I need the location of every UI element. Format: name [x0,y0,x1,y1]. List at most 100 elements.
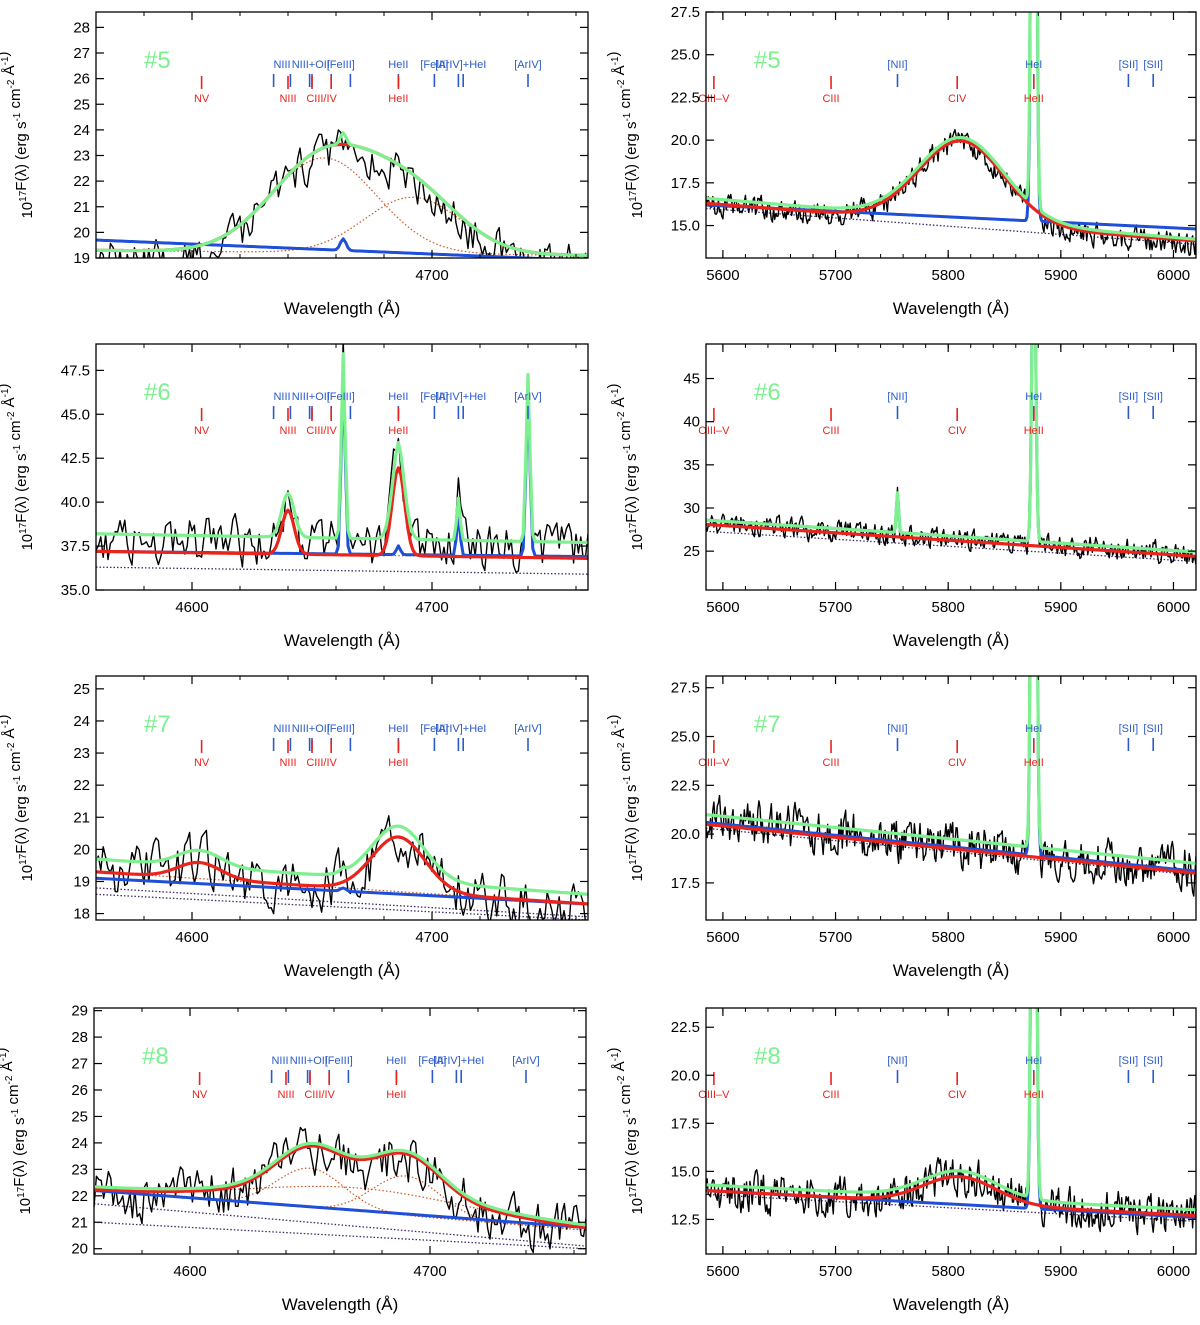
red-line-marker-label: CIII [822,1089,839,1101]
plot-area [96,815,588,920]
x-tick-label: 4600 [175,929,208,946]
plot-frame [95,343,589,591]
red-line-marker-label: HeII [388,93,408,105]
x-tick-label: 4600 [175,267,208,284]
y-tick-label: 22.5 [671,777,700,794]
y-tick-label: 45 [683,371,700,388]
y-tick-label: 19 [73,873,90,890]
y-axis-label: 1017F(λ) (erg s-1 cm-2 Å-1) [0,51,36,218]
x-tick-label: 5600 [706,929,739,946]
x-tick-label: 5800 [931,267,964,284]
spectrum-panel: [NII] HeI [SII] [SII] OIII–V CIII CIV HeII #6 560… [605,343,1197,650]
total-fit-line [96,131,588,257]
blue-line-marker-label: [FeIII] [327,391,355,403]
blue-line-marker-label: [ArIV] [514,723,542,735]
spectrum-panel: NIII NIII+OII[FeIII] HeII [FeIII][ArIV]+HeI… [0,343,589,650]
plot-frame [95,675,589,921]
y-tick-label: 27 [71,1056,88,1073]
x-tick-label: 5600 [706,599,739,616]
y-tick-label: 28 [73,19,90,36]
blue-line-marker-label: NIII [271,1055,288,1067]
blue-line-marker-label: HeII [388,723,408,735]
red-line-marker-label: CIII [822,425,839,437]
red-line-marker-label: OIII–V [698,93,730,105]
y-tick-label: 35.0 [61,582,90,599]
x-tick-label: 5900 [1044,929,1077,946]
y-tick-label: 15.0 [671,218,700,235]
y-axis-label: 1017F(λ) (erg s-1 cm-2 Å-1) [605,1047,646,1214]
blue-line-marker-label: [SII] [1143,59,1163,71]
nebular-fit-line [96,237,563,258]
y-tick-label: 21 [73,199,90,216]
plot-area [96,344,588,575]
x-tick-label: 4600 [173,1263,206,1280]
plot-frame [705,11,1197,259]
continuum-dotted-line [96,893,588,920]
nebular-fit-line [706,676,1196,873]
x-tick-label: 5600 [706,267,739,284]
wr-fit-line [96,466,588,560]
y-tick-label: 20.0 [671,826,700,843]
nebular-fit-line [94,1189,586,1230]
continuum-dotted-line [96,887,588,918]
spectrum-panel: NIII NIII+OII[FeIII] HeII [FeIII][ArIV]+HeI… [0,1003,587,1314]
blue-line-marker-label: NIII+OII [292,59,330,71]
y-tick-label: 29 [71,1003,88,1020]
blue-line-marker-label: [FeIII] [420,59,448,71]
x-tick-label: 5900 [1044,267,1077,284]
y-tick-label: 22.5 [671,1019,700,1036]
y-tick-label: 40 [683,414,700,431]
plot-area [96,129,588,258]
wr-fit-line [706,139,1196,243]
y-tick-label: 25 [71,1108,88,1125]
nebular-fit-line [706,344,1196,554]
x-axis-label: Wavelength (Å) [284,631,401,650]
y-tick-label: 23 [71,1161,88,1178]
blue-line-marker-label: [NII] [887,391,907,403]
y-axis-label: 1017F(λ) (erg s-1 cm-2 Å-1) [0,383,36,550]
plot-area [706,344,1196,565]
y-axis-label: 1017F(λ) (erg s-1 cm-2 Å-1) [0,1047,34,1214]
wr-fit-line [94,1144,586,1230]
plot-frame [93,1007,587,1255]
blue-line-marker-label: [ArIV]+HeI [433,1055,484,1067]
red-line-marker-label: HeII [1024,93,1044,105]
y-tick-label: 25 [683,543,700,560]
blue-line-marker-label: HeII [388,59,408,71]
y-tick-label: 17.5 [671,875,700,892]
y-tick-label: 23 [73,745,90,762]
spectrum-panel: [NII] HeI [SII] [SII] OIII–V CIII CIV HeII #8 560… [605,1007,1197,1314]
wr-fit-line [706,522,1196,558]
red-line-marker-label: HeII [1024,1089,1044,1101]
observed-spectrum-line [96,815,586,920]
blue-line-marker-label: HeI [1025,59,1042,71]
continuum-dotted-line [96,566,588,575]
x-tick-label: 6000 [1157,929,1190,946]
blue-line-marker-label: [ArIV]+HeI [435,391,486,403]
red-line-marker-label: HeII [1024,757,1044,769]
y-tick-label: 20 [73,224,90,241]
blue-line-marker-label: [NII] [887,723,907,735]
blue-line-marker-label: [SII] [1119,391,1139,403]
x-axis-label: Wavelength (Å) [893,631,1010,650]
red-line-marker-label: CIV [948,757,967,769]
y-tick-label: 27.5 [671,4,700,21]
red-line-marker-label: OIII–V [698,1089,730,1101]
wr-fit-line [706,1174,1196,1218]
blue-line-marker-label: [NII] [887,1055,907,1067]
total-fit-line [706,1008,1196,1212]
panel-label: #7 [754,711,781,738]
y-tick-label: 22 [73,173,90,190]
plot-frame [95,11,589,259]
red-line-marker-label: NV [192,1089,208,1101]
blue-line-marker-label: [ArIV] [512,1055,540,1067]
wr-component-line [96,466,588,559]
y-tick-label: 22 [73,777,90,794]
blue-line-marker-label: NIII [273,723,290,735]
x-axis-label: Wavelength (Å) [893,961,1010,980]
red-line-marker-label: NV [194,425,210,437]
blue-line-marker-label: HeII [386,1055,406,1067]
y-tick-label: 23 [73,148,90,165]
panel-label: #5 [754,47,781,74]
